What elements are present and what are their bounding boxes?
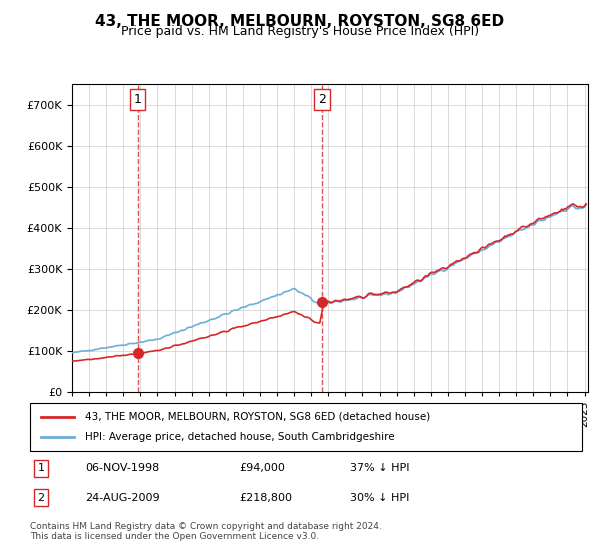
- FancyBboxPatch shape: [30, 403, 582, 451]
- Text: 1: 1: [134, 93, 142, 106]
- Text: 2: 2: [318, 93, 326, 106]
- Text: £94,000: £94,000: [240, 463, 286, 473]
- Text: 30% ↓ HPI: 30% ↓ HPI: [350, 493, 410, 503]
- Text: £218,800: £218,800: [240, 493, 293, 503]
- Text: 43, THE MOOR, MELBOURN, ROYSTON, SG8 6ED: 43, THE MOOR, MELBOURN, ROYSTON, SG8 6ED: [95, 14, 505, 29]
- Text: Price paid vs. HM Land Registry's House Price Index (HPI): Price paid vs. HM Land Registry's House …: [121, 25, 479, 38]
- Text: 1: 1: [38, 463, 44, 473]
- Text: 24-AUG-2009: 24-AUG-2009: [85, 493, 160, 503]
- Text: 2: 2: [37, 493, 44, 503]
- Text: 43, THE MOOR, MELBOURN, ROYSTON, SG8 6ED (detached house): 43, THE MOOR, MELBOURN, ROYSTON, SG8 6ED…: [85, 412, 430, 422]
- Text: Contains HM Land Registry data © Crown copyright and database right 2024.
This d: Contains HM Land Registry data © Crown c…: [30, 522, 382, 542]
- Text: 37% ↓ HPI: 37% ↓ HPI: [350, 463, 410, 473]
- Text: HPI: Average price, detached house, South Cambridgeshire: HPI: Average price, detached house, Sout…: [85, 432, 395, 442]
- Text: 06-NOV-1998: 06-NOV-1998: [85, 463, 160, 473]
